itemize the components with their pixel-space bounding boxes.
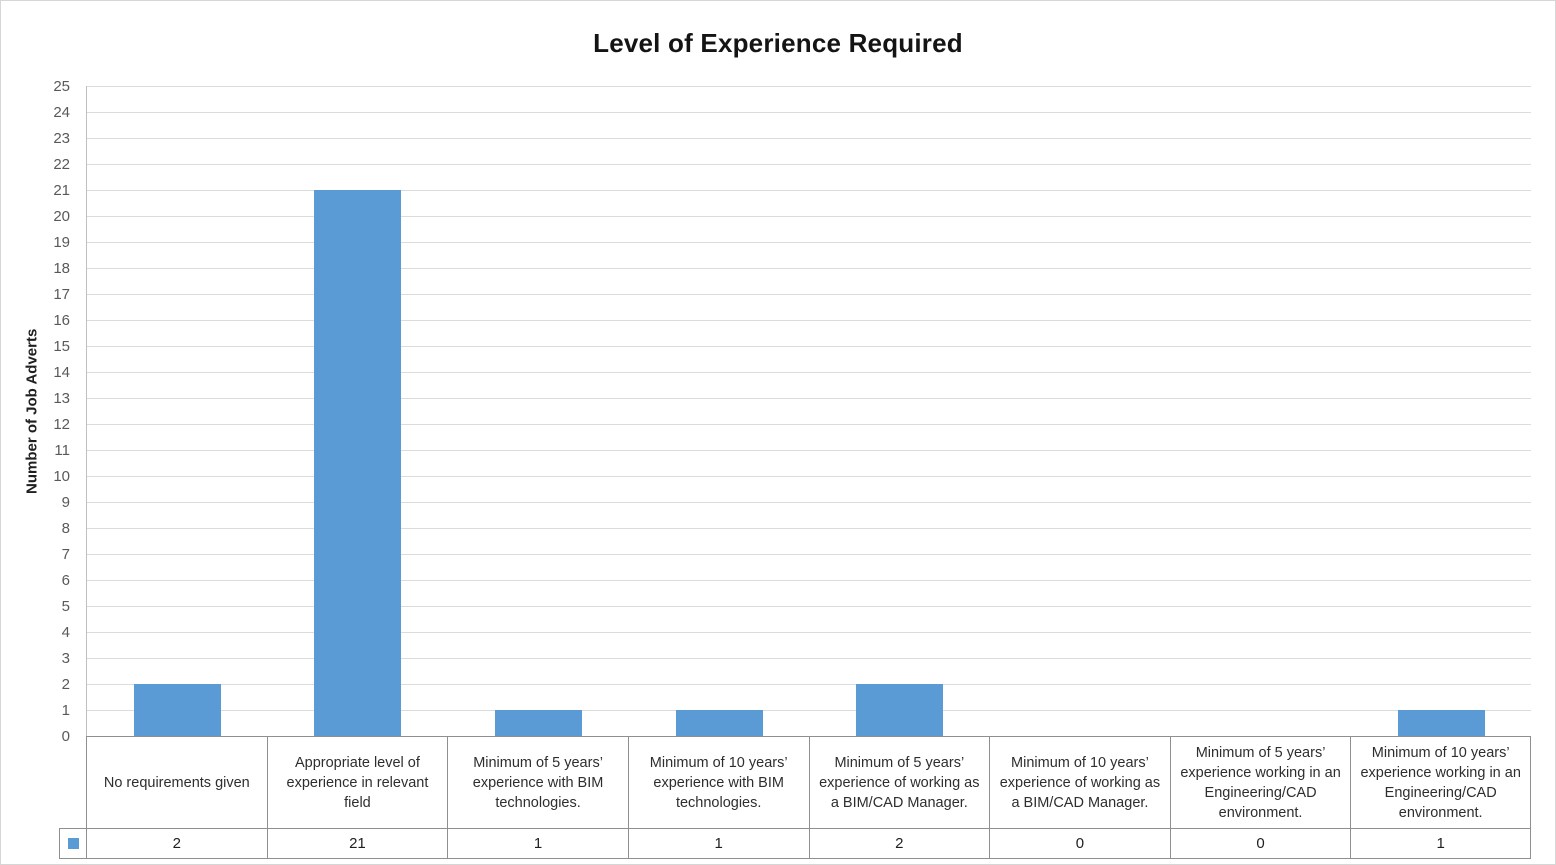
bar-category-8 [1398, 710, 1486, 736]
gridline [87, 190, 1531, 191]
gridline [87, 632, 1531, 633]
bar-category-1 [133, 684, 221, 736]
y-axis-tick-label: 15 [53, 338, 70, 355]
gridline [87, 216, 1531, 217]
plot-area [86, 86, 1531, 736]
gridline [87, 606, 1531, 607]
gridline [87, 658, 1531, 659]
y-axis-tick-label: 5 [61, 598, 70, 615]
y-axis-tick-label: 12 [53, 416, 70, 433]
y-axis-tick-label: 17 [53, 286, 70, 303]
category-label: Minimum of 10 years’ experience of worki… [989, 736, 1171, 829]
chart-title: Level of Experience Required [593, 28, 963, 58]
y-axis-tick-label: 24 [53, 104, 70, 121]
y-axis-tick-label: 6 [61, 572, 70, 589]
data-table-value: 1 [627, 828, 810, 859]
gridline [87, 684, 1531, 685]
gridline [87, 86, 1531, 87]
gridline [87, 372, 1531, 373]
y-axis-tick-label: 16 [53, 312, 70, 329]
y-axis-tick-label: 21 [53, 182, 70, 199]
data-table: No requirements given Appropriate level o… [1, 736, 1555, 860]
y-axis-tick-label: 7 [61, 546, 70, 563]
data-table-value: 0 [989, 828, 1171, 859]
gridline [87, 294, 1531, 295]
y-axis-tick-label: 3 [61, 650, 70, 667]
y-axis-tick-label: 25 [53, 78, 70, 95]
bar-category-4 [675, 710, 763, 736]
category-label: No requirements given [86, 736, 268, 829]
gridline [87, 138, 1531, 139]
gridline [87, 268, 1531, 269]
y-axis-tick-label: 14 [53, 364, 70, 381]
gridline [87, 164, 1531, 165]
y-axis-tick-label: 23 [53, 130, 70, 147]
data-table-value: 1 [1350, 828, 1531, 859]
y-axis-tick-label: 1 [61, 702, 70, 719]
category-label: Minimum of 10 years’ experience with BIM… [627, 736, 810, 829]
series-legend-key-cell [59, 828, 87, 859]
series-legend-key-icon [67, 838, 79, 849]
category-label: Minimum of 5 years’ experience working i… [1169, 736, 1352, 829]
data-table-value: 2 [86, 828, 268, 859]
bar-category-5 [856, 684, 944, 736]
category-label: Appropriate level of experience in relev… [266, 736, 449, 829]
gridline [87, 242, 1531, 243]
category-label: Minimum of 5 years’ experience with BIM … [447, 736, 629, 829]
y-axis-tick-label: 10 [53, 468, 70, 485]
y-axis-tick-label: 19 [53, 234, 70, 251]
y-axis-ticks: 0 1 2 3 4 5 6 7 8 9 10 11 12 13 14 15 16 17 18 19 20 21 22 23 24… [1, 79, 78, 744]
y-axis-tick-label: 13 [53, 390, 70, 407]
y-axis-tick-label: 18 [53, 260, 70, 277]
gridline [87, 710, 1531, 711]
y-axis-tick-label: 8 [61, 520, 70, 537]
y-axis-tick-label: 4 [61, 624, 70, 641]
bar-category-3 [495, 710, 583, 736]
data-table-value: 21 [266, 828, 449, 859]
gridline [87, 502, 1531, 503]
gridline [87, 554, 1531, 555]
data-table-value: 2 [808, 828, 991, 859]
y-axis-tick-label: 2 [61, 676, 70, 693]
y-axis-tick-label: 22 [53, 156, 70, 173]
y-axis-tick-label: 11 [54, 442, 70, 459]
gridline [87, 528, 1531, 529]
gridline [87, 112, 1531, 113]
gridline [87, 346, 1531, 347]
bar-category-2 [314, 190, 402, 736]
gridline [87, 450, 1531, 451]
category-label: Minimum of 5 years’ experience of workin… [808, 736, 991, 829]
data-table-value: 0 [1169, 828, 1352, 859]
gridline [87, 320, 1531, 321]
gridline [87, 476, 1531, 477]
gridline [87, 580, 1531, 581]
data-table-value: 1 [447, 828, 629, 859]
gridline [87, 424, 1531, 425]
y-axis-tick-label: 20 [53, 208, 70, 225]
category-label: Minimum of 10 years’ experience working … [1350, 736, 1531, 829]
y-axis-tick-label: 0 [61, 728, 70, 745]
gridline [87, 398, 1531, 399]
y-axis-tick-label: 9 [61, 494, 70, 511]
